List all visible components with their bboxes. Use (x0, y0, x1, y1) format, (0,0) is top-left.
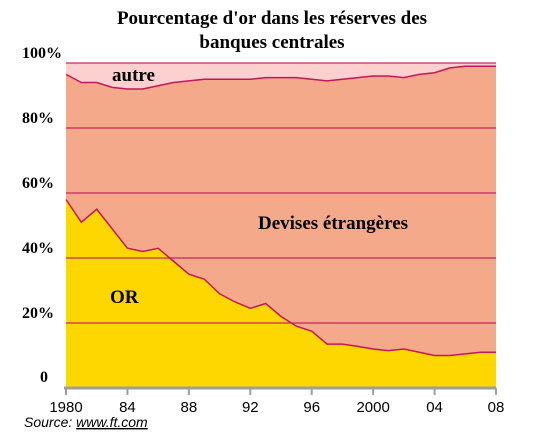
y-tick-label-20: 20% (22, 305, 54, 322)
source-label: Source: (24, 414, 76, 430)
series-label-or: OR (110, 287, 139, 308)
source-link[interactable]: www.ft.com (76, 414, 148, 430)
y-tick-label-100: 100% (22, 45, 62, 62)
chart-title-line-1: Pourcentage d'or dans les réserves des (117, 8, 427, 29)
x-tick-label-04: 04 (426, 399, 443, 416)
grid-lines (66, 62, 496, 324)
x-tick-label-08: 08 (488, 399, 505, 416)
x-tick-label-88: 88 (181, 399, 198, 416)
source-note: Source: www.ft.com (24, 414, 148, 430)
y-tick-label-40: 40% (22, 240, 54, 257)
series-boundary-lines (65, 65, 496, 357)
y-tick-label-0: 0 (40, 369, 48, 386)
boundary-line-or (65, 199, 496, 357)
y-tick-label-80: 80% (22, 110, 54, 127)
area-devises-trang-res (66, 66, 496, 356)
boundary-line-devises-trang-res (65, 65, 496, 90)
series-label-autre: autre (112, 65, 155, 86)
y-tick-label-60: 60% (22, 175, 54, 192)
chart-title-line-2: banques centrales (199, 32, 344, 53)
x-tick-label-84: 84 (119, 399, 136, 416)
area-or (66, 199, 496, 388)
x-tick-label-1980: 1980 (49, 399, 82, 416)
x-tick-label-2000: 2000 (356, 399, 389, 416)
x-tick-label-92: 92 (242, 399, 259, 416)
x-tick-label-96: 96 (303, 399, 320, 416)
series-label-devises: Devises étrangères (258, 213, 408, 234)
axes: 1980 84 88 92 96 2000 04 08 0 20% 40% 60% 80% 100% (22, 45, 504, 416)
